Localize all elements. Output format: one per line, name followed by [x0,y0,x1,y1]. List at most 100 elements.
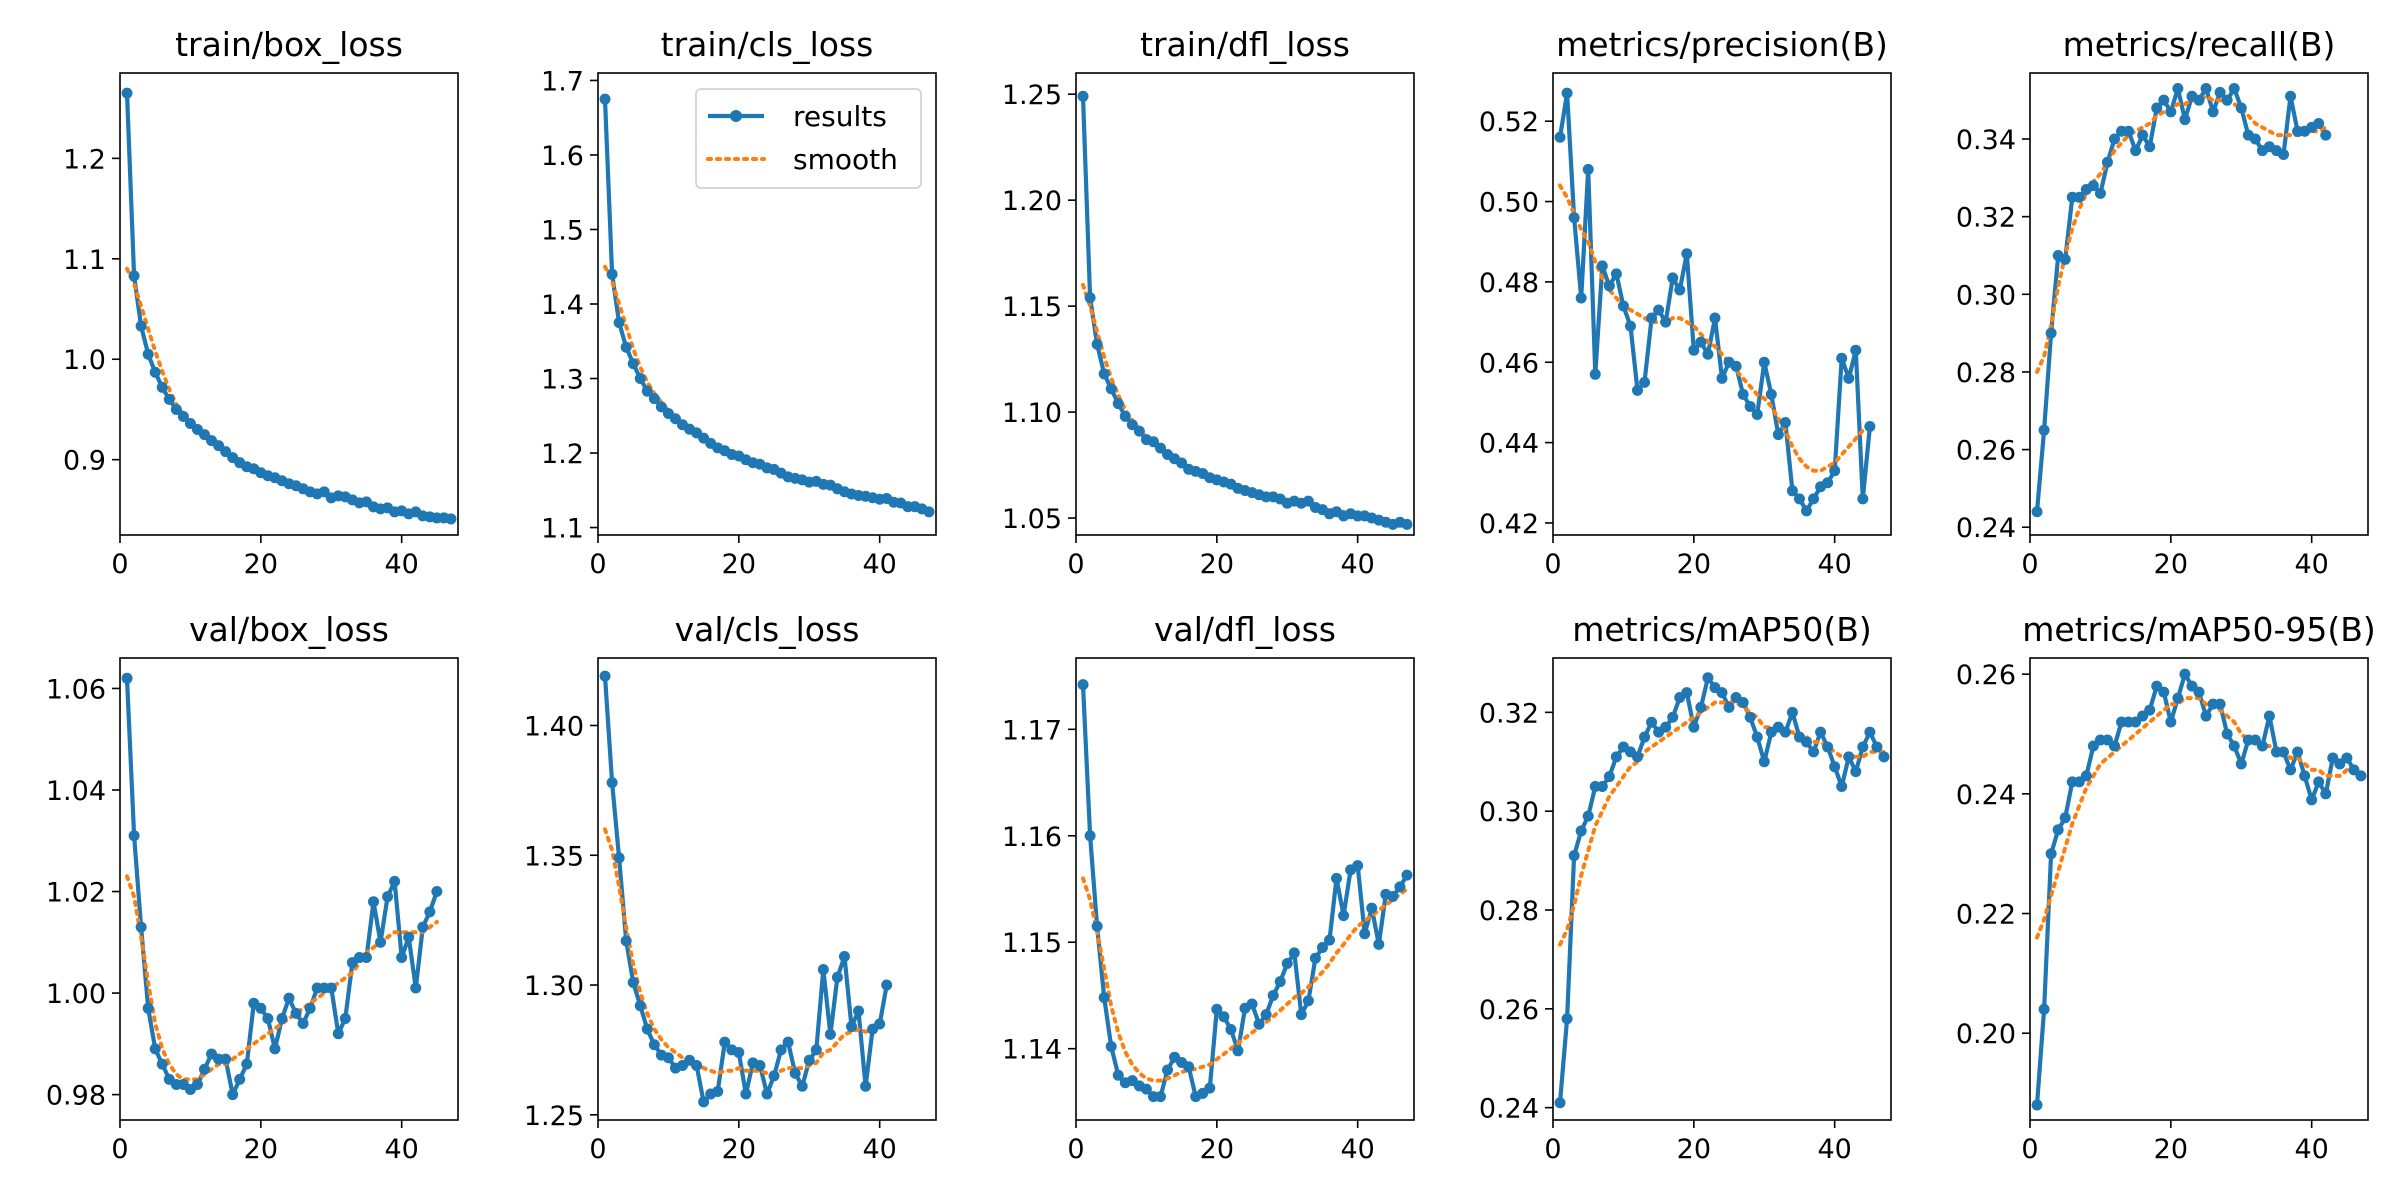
data-point [2031,1099,2043,1111]
data-point [1646,716,1658,728]
data-point [1737,388,1749,400]
x-tick-label: 20 [1200,1134,1234,1165]
legend-results-marker [730,110,742,122]
legend: results smooth [695,88,922,189]
data-point [1660,721,1672,733]
data-point [2038,1003,2050,1015]
y-tick-label: 0.24 [1956,513,2016,544]
axes-frame [1552,72,1892,536]
data-point [156,1058,168,1070]
chart-panel-4: metrics/precision(B) 0 20 40 0.42 0.44 0.46 0.4… [1479,25,1892,580]
y-tick-label: 0.48 [1479,268,1539,299]
data-point [297,1018,309,1030]
data-point [1112,398,1124,410]
data-point [121,672,133,684]
axes-frame [2029,72,2369,536]
data-point [2313,776,2325,788]
data-point [128,830,140,842]
data-point [1401,869,1413,881]
chart-panel-9: metrics/mAP50(B) 0 20 40 0.24 0.26 0.28 0.30 0.3… [1479,610,1892,1165]
data-point [156,381,168,393]
chart-panel-5: metrics/recall(B) 0 20 40 0.24 0.26 0.28 0.30 0.… [1956,25,2369,580]
data-point [142,348,154,360]
data-point [2256,740,2268,752]
data-point [1744,711,1756,723]
data-point [2087,180,2099,192]
data-point [417,921,429,933]
data-point [149,366,161,378]
data-point [1603,280,1615,292]
data-point [389,875,401,887]
data-point [1084,292,1096,304]
data-point [241,1058,253,1070]
y-tick-label: 1.4 [541,290,584,321]
data-point [2059,253,2071,265]
data-point [641,385,653,397]
data-point [1751,408,1763,420]
data-point [1758,756,1770,768]
data-point [1077,90,1089,102]
data-point [1632,751,1643,763]
data-point [2144,141,2156,153]
data-point [283,992,295,1004]
data-point [1850,766,1862,778]
legend-results-label: results [793,100,887,133]
y-tick-label: 0.22 [1956,900,2016,931]
data-point [1695,336,1707,348]
x-tick-label: 20 [1200,549,1234,580]
data-point [382,891,394,903]
data-point [135,921,147,933]
data-point [698,1096,710,1108]
data-point [2031,506,2043,518]
data-point [796,1080,808,1092]
data-point [620,935,632,947]
data-point [1786,706,1798,718]
data-point [1793,493,1805,505]
data-point [1077,679,1089,691]
data-point [1857,493,1869,505]
legend-box [695,88,922,189]
data-point [1779,417,1791,429]
data-point [1801,505,1812,517]
data-point [121,87,133,99]
data-point [754,1059,766,1071]
x-tick-label: 20 [244,1134,278,1165]
x-tick-label: 0 [111,549,128,580]
data-point [1808,493,1820,505]
x-tick-label: 0 [2021,549,2038,580]
smooth-line [2035,94,2328,374]
y-tick-label: 0.34 [1956,125,2016,156]
data-point [1582,810,1594,822]
data-point [2285,764,2297,776]
y-tick-label: 1.02 [46,878,106,909]
data-point [1786,485,1798,497]
data-point [1716,372,1728,384]
y-tick-label: 0.30 [1956,280,2016,311]
data-point [1822,741,1834,753]
y-tick-label: 1.06 [46,674,106,705]
data-point [2130,145,2142,157]
y-tick-label: 1.40 [524,711,584,742]
data-point [2292,746,2304,758]
data-point [1218,1011,1230,1023]
data-point [838,950,850,962]
smooth-line [603,827,889,1076]
y-tick-label: 0.42 [1479,509,1539,540]
data-point [163,393,175,405]
data-point [824,1028,836,1040]
y-tick-label: 1.5 [541,215,584,246]
data-point [1302,995,1314,1007]
data-point [2320,788,2332,800]
y-tick-label: 1.2 [63,144,106,175]
data-point [2059,812,2071,824]
data-point [1211,1003,1223,1015]
y-tick-label: 1.1 [63,245,106,276]
chart-panel-2: train/cls_loss 0 20 40 1.1 1.2 1.3 1.4 1.5 1.6 1.7… [541,25,937,580]
data-point [1709,312,1721,324]
y-tick-label: 0.32 [1956,203,2016,234]
data-point [860,1080,872,1092]
x-tick-label: 0 [111,1134,128,1165]
smooth-line [1558,700,1886,947]
data-point [1829,465,1841,477]
